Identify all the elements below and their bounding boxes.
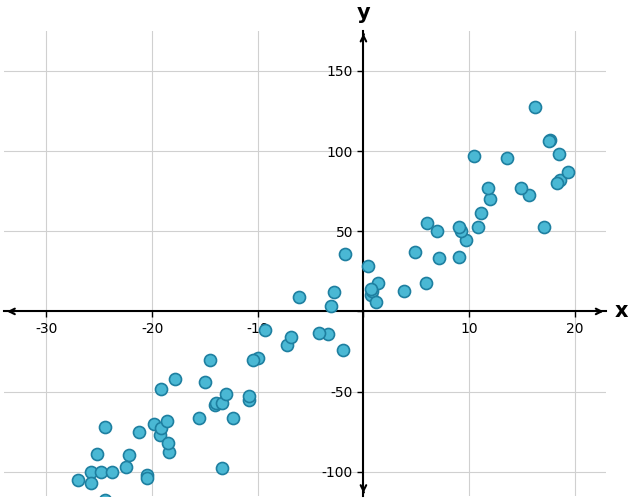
- Point: [85, 479, 95, 487]
- Point: [516, 184, 526, 192]
- Point: [454, 223, 464, 231]
- Point: [95, 468, 105, 476]
- Point: [244, 392, 254, 400]
- Point: [155, 432, 165, 440]
- Point: [366, 292, 376, 300]
- Point: [252, 354, 262, 362]
- Point: [340, 250, 350, 258]
- Point: [134, 428, 144, 436]
- Point: [162, 417, 172, 425]
- Point: [314, 328, 324, 336]
- Point: [545, 136, 555, 144]
- Point: [194, 414, 204, 422]
- Point: [286, 334, 296, 342]
- Point: [228, 414, 238, 422]
- Point: [366, 284, 376, 292]
- Point: [323, 330, 333, 338]
- Point: [432, 228, 442, 235]
- Text: y: y: [357, 3, 370, 23]
- Point: [329, 288, 339, 296]
- Point: [363, 262, 373, 270]
- Point: [373, 279, 383, 287]
- Point: [476, 209, 487, 217]
- Point: [121, 462, 131, 470]
- Point: [149, 420, 159, 428]
- Point: [200, 378, 210, 386]
- Point: [502, 154, 512, 162]
- Point: [552, 179, 562, 187]
- Point: [107, 468, 117, 476]
- Point: [485, 194, 495, 202]
- Point: [539, 224, 549, 232]
- Point: [554, 150, 564, 158]
- Point: [86, 468, 96, 476]
- Point: [370, 298, 380, 306]
- Point: [555, 176, 565, 184]
- Point: [399, 287, 409, 295]
- Point: [260, 326, 270, 334]
- Point: [338, 346, 348, 354]
- Point: [367, 288, 377, 296]
- Point: [156, 385, 166, 393]
- Point: [433, 254, 444, 262]
- Point: [141, 474, 151, 482]
- Point: [473, 223, 483, 231]
- Point: [544, 137, 554, 145]
- Point: [456, 227, 466, 235]
- Point: [124, 451, 134, 459]
- Point: [469, 152, 480, 160]
- Point: [461, 236, 471, 244]
- Point: [210, 401, 220, 409]
- Point: [249, 356, 259, 364]
- Point: [281, 342, 292, 349]
- Point: [410, 248, 420, 256]
- Point: [524, 190, 534, 198]
- Point: [221, 390, 231, 398]
- Point: [217, 464, 227, 471]
- Point: [211, 398, 221, 406]
- Point: [141, 472, 151, 480]
- Point: [454, 253, 464, 261]
- Point: [244, 396, 254, 404]
- Point: [217, 399, 227, 407]
- Point: [205, 356, 215, 364]
- Point: [294, 293, 304, 301]
- Point: [163, 439, 174, 447]
- Point: [100, 423, 110, 431]
- Point: [100, 496, 110, 500]
- Point: [483, 184, 493, 192]
- Point: [530, 103, 540, 111]
- Point: [164, 448, 174, 456]
- Point: [563, 168, 573, 176]
- Point: [92, 450, 102, 458]
- Point: [156, 424, 167, 432]
- Point: [73, 476, 83, 484]
- Point: [422, 219, 432, 227]
- Point: [170, 376, 180, 384]
- Text: x: x: [615, 302, 628, 322]
- Point: [326, 302, 336, 310]
- Point: [421, 280, 431, 287]
